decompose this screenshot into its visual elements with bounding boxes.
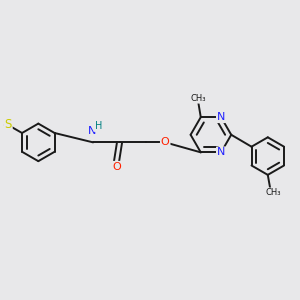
Text: S: S (4, 118, 11, 131)
Text: N: N (217, 147, 225, 158)
Text: O: O (112, 162, 121, 172)
Text: CH₃: CH₃ (190, 94, 206, 103)
Text: H: H (94, 121, 102, 131)
Text: O: O (161, 137, 170, 147)
Text: S: S (4, 118, 11, 131)
Text: N: N (88, 126, 96, 136)
Text: CH₃: CH₃ (265, 188, 280, 197)
Text: N: N (217, 112, 225, 122)
